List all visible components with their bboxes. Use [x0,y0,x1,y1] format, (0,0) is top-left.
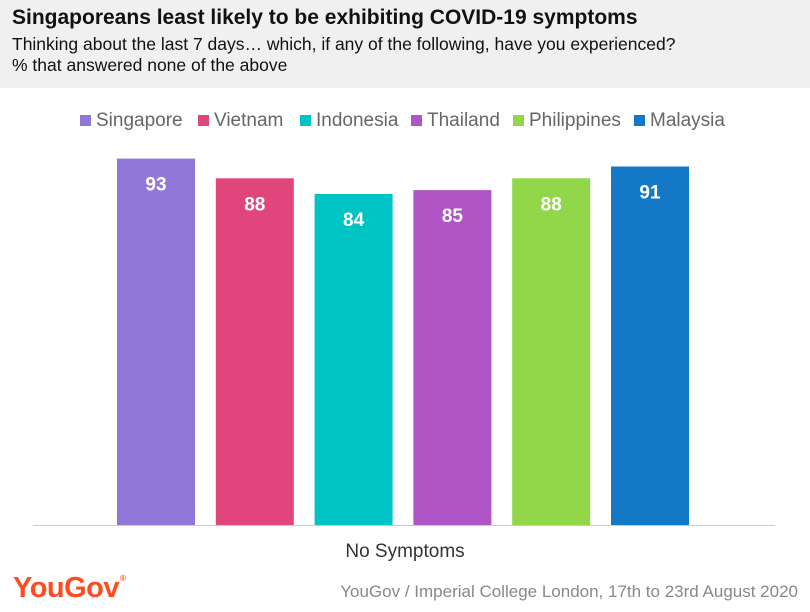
legend-item-malaysia: Malaysia [634,110,725,134]
legend-item-vietnam: Vietnam [198,110,283,134]
legend-item-thailand: Thailand [411,110,500,134]
legend-item-philippines: Philippines [513,110,621,134]
legend-item-indonesia: Indonesia [300,110,398,134]
legend-label: Singapore [96,110,183,131]
legend-swatch [300,115,311,126]
bar-indonesia [314,194,393,525]
chart-title: Singaporeans least likely to be exhibiti… [12,6,638,29]
legend-item-singapore: Singapore [80,110,183,134]
chart-legend: Singapore Vietnam Indonesia Thailand Philipp… [0,110,810,134]
bar-philippines [512,178,591,526]
legend-label: Malaysia [650,110,725,131]
source-note: YouGov / Imperial College London, 17th t… [340,582,798,601]
legend-swatch [80,115,91,126]
legend-label: Vietnam [214,110,284,131]
bar-vietnam [215,178,294,526]
x-axis-category-label: No Symptoms [345,541,465,562]
bar-singapore [117,158,195,525]
legend-swatch [513,115,524,126]
bar-chart: 93 88 84 85 88 91 [33,158,775,526]
legend-label: Indonesia [316,110,399,131]
data-label-vietnam: 88 [244,194,265,215]
bar-malaysia [611,166,689,525]
subtitle-line-1: Thinking about the last 7 days… which, i… [12,34,676,54]
legend-swatch [634,115,645,126]
data-label-malaysia: 91 [639,183,661,204]
legend-label: Philippines [529,110,621,131]
subtitle-line-2: % that answered none of the above [12,55,288,75]
chart-subtitle: Thinking about the last 7 days… which, i… [12,34,675,76]
yougov-logo: YouGov® [13,572,126,604]
header-panel: Singaporeans least likely to be exhibiti… [0,0,810,88]
legend-label: Thailand [427,110,500,131]
data-label-philippines: 88 [541,194,562,215]
data-label-indonesia: 84 [343,210,365,231]
data-label-singapore: 93 [145,175,166,196]
bar-thailand [413,190,492,525]
legend-swatch [198,115,209,126]
data-label-thailand: 85 [442,206,464,227]
legend-swatch [411,115,422,126]
